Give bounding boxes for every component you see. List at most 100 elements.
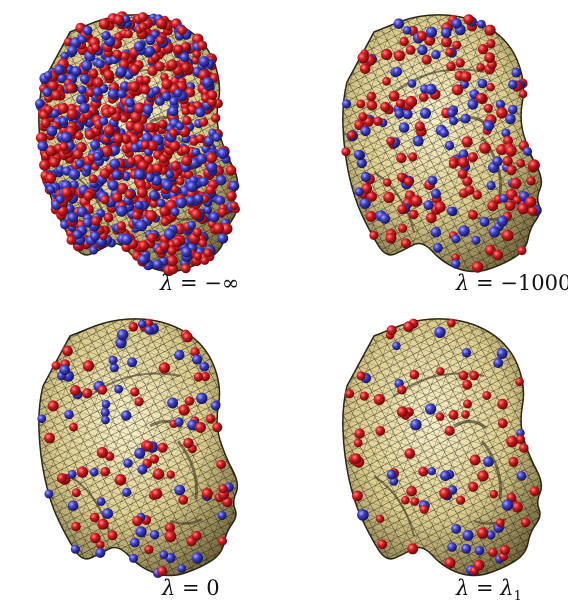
red-sample-point [160,217,170,227]
red-sample-point [129,81,140,93]
red-sample-point [197,40,208,51]
red-sample-point [381,48,393,61]
red-sample-point [477,44,489,55]
blue-sample-point [179,52,190,62]
caption-neg-inf: λ = −∞ [160,271,239,299]
red-sample-point [152,468,165,480]
red-sample-point [107,530,118,541]
blue-sample-point [123,458,133,468]
red-sample-point [182,115,192,126]
blue-sample-point [516,471,527,481]
blue-sample-point [42,87,52,97]
red-sample-point [396,152,407,164]
blue-sample-point [37,414,47,423]
red-sample-point [483,103,493,113]
red-sample-point [506,435,518,448]
red-sample-point [206,152,217,164]
blue-sample-point [228,180,240,192]
blue-sample-point [486,530,496,540]
red-sample-point [441,36,452,48]
blue-sample-point [185,195,196,206]
red-sample-point [467,152,478,163]
blue-sample-point [149,530,160,540]
blue-sample-point [486,180,496,191]
red-sample-point [487,200,498,212]
blue-sample-point [121,233,133,246]
blue-sample-point [496,215,508,227]
red-sample-point [359,391,369,401]
sample-points [35,11,240,277]
red-sample-point [418,466,429,477]
red-sample-point [356,99,366,109]
red-sample-point [399,36,409,47]
red-sample-point [479,142,491,154]
red-sample-point [124,190,134,200]
head-render-lambda1 [342,318,543,577]
blue-sample-point [523,146,533,156]
red-sample-point [477,470,489,482]
red-sample-point [113,14,125,26]
red-sample-point [397,204,408,215]
blue-sample-point [95,547,106,558]
red-sample-point [152,163,163,174]
red-sample-point [195,421,206,433]
red-sample-point [396,406,408,418]
red-sample-point [421,54,432,65]
blue-sample-point [138,254,149,265]
red-sample-point [145,122,156,133]
blue-sample-point [217,232,229,244]
blue-sample-point [55,194,65,204]
red-sample-point [461,136,473,148]
blue-sample-point [488,226,500,238]
lambda-value: −∞ [204,271,240,295]
surface-mesh [38,318,238,576]
blue-sample-point [342,99,352,109]
red-sample-point [157,442,168,453]
blue-sample-point [492,156,503,167]
red-sample-point [56,473,67,484]
red-sample-point [103,212,114,223]
blue-sample-point [186,181,198,193]
blue-sample-point [96,497,106,506]
blue-sample-point [60,51,69,61]
lambda-symbol: λ [456,576,470,600]
equals-sign: = [469,271,501,295]
blue-sample-point [203,205,213,215]
blue-sample-point [144,46,156,57]
blue-sample-point [458,225,470,237]
blue-sample-point [430,226,442,238]
red-sample-point [435,412,445,421]
blue-sample-point [495,99,506,110]
blue-sample-point [479,216,490,227]
red-sample-point [501,229,514,242]
red-sample-point [154,61,165,72]
blue-sample-point [109,158,121,170]
blue-sample-point [170,207,180,217]
red-sample-point [130,387,140,397]
red-sample-point [88,68,99,79]
blue-sample-point [417,44,428,56]
blue-sample-point [354,187,364,197]
blue-sample-point [134,168,146,180]
red-sample-point [137,160,149,171]
blue-sample-point [511,67,522,78]
blue-sample-point [174,484,186,496]
blue-sample-point [204,136,215,147]
blue-sample-point [60,131,72,143]
red-sample-point [71,521,81,532]
blue-sample-point [161,91,172,102]
blue-sample-point [496,348,508,359]
panel-lambda-neg-1000: λ = −1000 [284,0,568,304]
red-sample-point [114,474,127,486]
red-sample-point [193,372,204,382]
red-sample-point [462,176,473,187]
blue-sample-point [392,341,401,351]
blue-sample-point [447,542,457,552]
red-sample-point [103,124,115,136]
blue-sample-point [59,116,68,126]
red-sample-point [83,190,94,201]
red-sample-point [178,404,190,416]
blue-sample-point [356,158,367,169]
panel-lambda-zero: λ = 0 [0,304,284,609]
blue-sample-point [427,467,436,476]
